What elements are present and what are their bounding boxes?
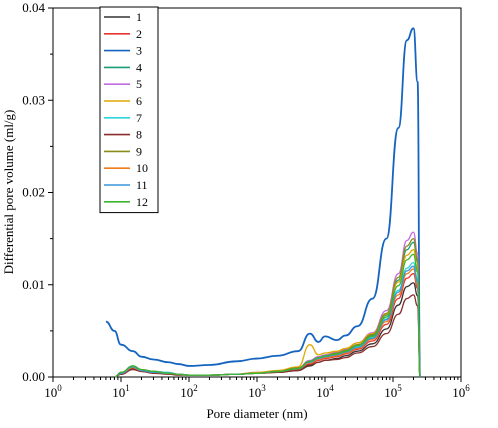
legend-label-12: 12: [136, 195, 148, 209]
x-tick-label: 104: [316, 383, 334, 400]
x-tick-label: 101: [112, 383, 130, 400]
y-tick-label: 0.04: [22, 0, 45, 15]
y-axis-label: Differential pore volume (ml/g): [1, 110, 16, 275]
series-line-3: [105, 27, 421, 378]
legend-label-6: 6: [136, 94, 142, 108]
y-axis: 0.00 0.01 0.02 0.03 0.04: [22, 0, 53, 384]
y-tick-label: 0.03: [22, 92, 45, 107]
legend-label-4: 4: [136, 60, 142, 74]
x-axis: 100 101 102 103 104 105 106: [44, 377, 470, 400]
x-tick-label: 103: [248, 383, 266, 400]
legend-label-7: 7: [136, 111, 142, 125]
y-tick-label: 0.02: [22, 185, 45, 200]
legend-label-3: 3: [136, 44, 142, 58]
x-tick-label: 102: [180, 383, 198, 400]
series-layer: [105, 27, 421, 378]
y-tick-label: 0.00: [22, 369, 45, 384]
legend-label-9: 9: [136, 144, 142, 158]
series-line-8: [114, 294, 421, 378]
legend-label-1: 1: [136, 10, 142, 24]
legend-label-11: 11: [136, 178, 148, 192]
x-tick-label: 100: [44, 383, 62, 400]
legend-label-10: 10: [136, 161, 148, 175]
legend-label-5: 5: [136, 77, 142, 91]
x-tick-label: 105: [384, 383, 402, 400]
series-line-12: [114, 253, 421, 378]
x-axis-label: Pore diameter (nm): [206, 406, 307, 421]
y-tick-label: 0.01: [22, 277, 45, 292]
legend-box: [99, 6, 159, 214]
x-tick-label: 106: [452, 383, 470, 400]
legend-label-8: 8: [136, 128, 142, 142]
legend-label-2: 2: [136, 27, 142, 41]
